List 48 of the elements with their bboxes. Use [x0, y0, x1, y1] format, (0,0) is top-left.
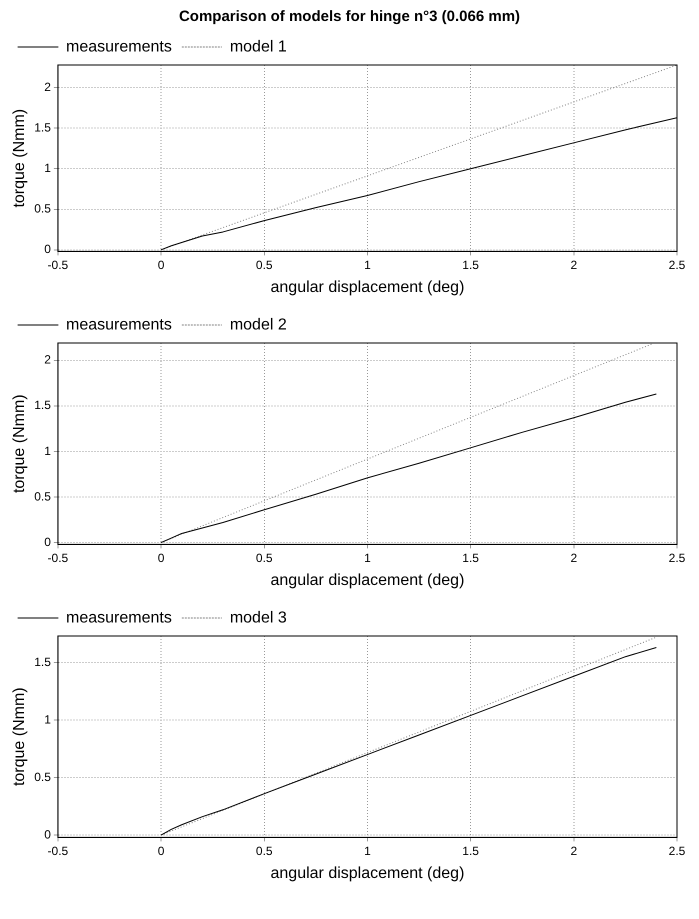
x-axis-title: angular displacement (deg): [270, 278, 464, 296]
x-tick-label: 1: [364, 844, 372, 858]
legend-label: measurements: [66, 609, 172, 626]
x-tick-label: 1.5: [462, 550, 480, 565]
x-tick-label: 2: [570, 844, 578, 858]
chart-title: Comparison of models for hinge n°3 (0.066 mm): [178, 8, 522, 25]
y-tick-label: 0.5: [34, 202, 52, 216]
x-tick-label: 0: [158, 550, 165, 565]
x-tick-label: 0.5: [256, 550, 273, 565]
x-tick-label: -0.5: [48, 844, 69, 858]
y-axis-title: torque (Nmm): [11, 687, 28, 786]
legend-label: measurements: [66, 38, 172, 56]
x-tick-label: 1.5: [462, 258, 480, 272]
x-tick-label: 0.5: [256, 258, 273, 272]
y-tick-label: 0.5: [34, 770, 52, 784]
x-tick-label: 2.5: [668, 844, 686, 858]
legend-label: model 1: [230, 38, 287, 56]
x-tick-label: 1.5: [462, 844, 480, 858]
y-axis-title: torque (Nmm): [11, 108, 28, 208]
y-tick-label: 1.5: [34, 654, 52, 669]
y-tick-label: 1.5: [34, 398, 52, 412]
y-tick-label: 2: [44, 80, 52, 94]
y-tick-label: 2: [44, 352, 52, 367]
y-axis-title: torque (Nmm): [11, 394, 28, 494]
y-tick-label: 1.5: [34, 120, 52, 135]
x-tick-label: 2.5: [668, 550, 686, 565]
legend-label: model 2: [230, 316, 287, 334]
x-tick-label: 0: [158, 844, 165, 858]
x-tick-label: 2: [570, 550, 578, 565]
y-tick-label: 0: [44, 534, 52, 549]
x-tick-label: -0.5: [48, 258, 69, 272]
y-tick-label: 0: [44, 827, 52, 842]
x-axis-title: angular displacement (deg): [270, 572, 464, 589]
x-tick-label: 2: [570, 258, 578, 272]
x-tick-label: 1: [364, 258, 372, 272]
y-tick-label: 0: [44, 242, 52, 256]
legend-label: model 3: [230, 609, 287, 626]
y-tick-label: 1: [44, 444, 52, 458]
x-tick-label: 1: [364, 550, 372, 565]
y-tick-label: 1: [44, 712, 52, 726]
y-tick-label: 1: [44, 161, 52, 176]
legend-label: measurements: [66, 316, 172, 334]
x-tick-label: 2.5: [668, 258, 686, 272]
x-axis-title: angular displacement (deg): [270, 864, 464, 882]
x-tick-label: 0.5: [256, 844, 273, 858]
x-tick-label: -0.5: [48, 550, 69, 565]
x-tick-label: 0: [158, 258, 165, 272]
y-tick-label: 0.5: [34, 489, 52, 504]
